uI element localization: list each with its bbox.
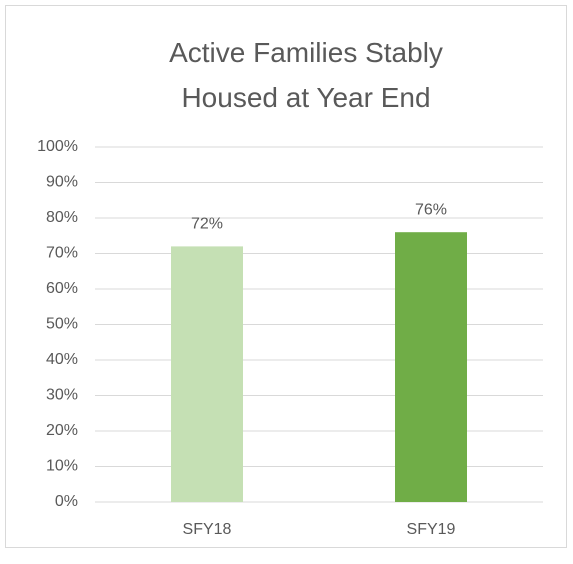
y-tick-label: 10% [46,458,78,475]
y-tick-label: 50% [46,316,78,333]
x-tick-label: SFY19 [407,521,456,538]
bar [171,246,243,502]
x-tick-label: SFY18 [183,521,232,538]
y-tick-label: 90% [46,174,78,191]
y-tick-label: 70% [46,245,78,262]
data-label: 76% [415,201,447,218]
y-tick-label: 60% [46,280,78,297]
chart-frame [5,5,567,548]
y-tick-label: 0% [55,493,78,510]
bar [395,232,467,502]
y-tick-label: 80% [46,209,78,226]
y-tick-label: 30% [46,387,78,404]
data-label: 72% [191,216,223,233]
y-tick-label: 100% [37,138,78,155]
chart-title: Active Families Stably Housed at Year En… [169,37,443,113]
y-tick-label: 40% [46,351,78,368]
y-tick-label: 20% [46,422,78,439]
